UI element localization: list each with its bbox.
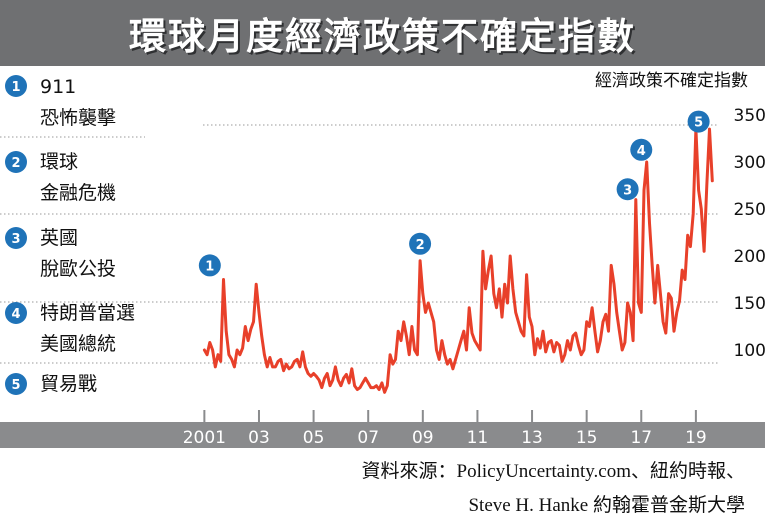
event-marker-number: 1 [205, 259, 214, 274]
x-tick-label: 17 [630, 428, 652, 448]
event-marker-number: 2 [416, 238, 425, 253]
legend-event-text: 金融危機 [40, 182, 116, 204]
event-marker [409, 232, 432, 255]
event-marker [630, 138, 653, 161]
legend-marker-number: 4 [11, 307, 20, 322]
grid-lines [0, 124, 718, 364]
y-tick-label: 250 [734, 200, 765, 220]
x-tick-label: 11 [467, 428, 489, 448]
event-marker [198, 254, 221, 277]
source-line-2: Steve H. Hanke 約翰霍普金斯大學 [468, 495, 745, 516]
event-markers: 1 2 3 4 5 [198, 110, 710, 277]
title-bar: 環球月度經濟政策不確定指數 [0, 0, 765, 66]
series-line [202, 127, 714, 394]
y-tick-label: 350 [734, 106, 765, 126]
source-note: 資料來源：PolicyUncertainty.com、紐約時報、 Steve H… [362, 455, 745, 523]
y-axis: 100 150 200 250 300 350 [734, 106, 765, 361]
x-tick-label: 2001 [183, 428, 226, 448]
legend-marker-number: 2 [11, 156, 20, 171]
x-axis-bar [0, 422, 765, 448]
legend-marker [5, 151, 27, 173]
legend-marker-number: 3 [11, 232, 20, 247]
legend-marker [5, 302, 27, 324]
legend-event-text: 英國 [40, 227, 78, 249]
x-tick-label: 19 [685, 428, 707, 448]
x-tick-label: 09 [412, 428, 434, 448]
event-marker-number: 4 [637, 144, 646, 159]
legend-event-text: 貿易戰 [40, 373, 97, 395]
legend-event-text: 脫歐公投 [40, 258, 116, 280]
legend-marker [5, 75, 27, 97]
chart-title: 環球月度經濟政策不確定指數 [129, 15, 636, 58]
legend-marker [5, 227, 27, 249]
legend-marker-number: 5 [11, 378, 20, 393]
event-marker [687, 110, 710, 133]
legend-event-text: 環球 [40, 151, 78, 173]
x-tick-label: 15 [576, 428, 598, 448]
x-tick-label: 07 [357, 428, 379, 448]
event-marker-number: 3 [623, 183, 632, 198]
x-tick-label: 03 [248, 428, 270, 448]
legend-marker-number: 1 [11, 80, 20, 95]
legend-event-text: 美國總統 [40, 333, 116, 355]
event-marker-number: 5 [694, 116, 703, 131]
legend-event-text: 911 [40, 76, 76, 98]
y-tick-label: 100 [734, 341, 765, 361]
legend-event-text: 特朗普當選 [40, 302, 135, 324]
legend-marker [5, 373, 27, 395]
source-line-1: 資料來源：PolicyUncertainty.com、紐約時報、 [361, 461, 745, 482]
x-axis: 2001 03 05 07 09 11 13 15 17 19 [183, 410, 707, 448]
x-tick-label: 05 [303, 428, 325, 448]
y-tick-label: 300 [734, 153, 765, 173]
event-marker [616, 178, 639, 201]
legend-event-text: 恐怖襲擊 [40, 107, 116, 129]
x-tick-label: 13 [521, 428, 543, 448]
y-tick-label: 200 [734, 247, 765, 267]
y-axis-title: 經濟政策不確定指數 [595, 71, 748, 91]
y-tick-label: 150 [734, 294, 765, 314]
